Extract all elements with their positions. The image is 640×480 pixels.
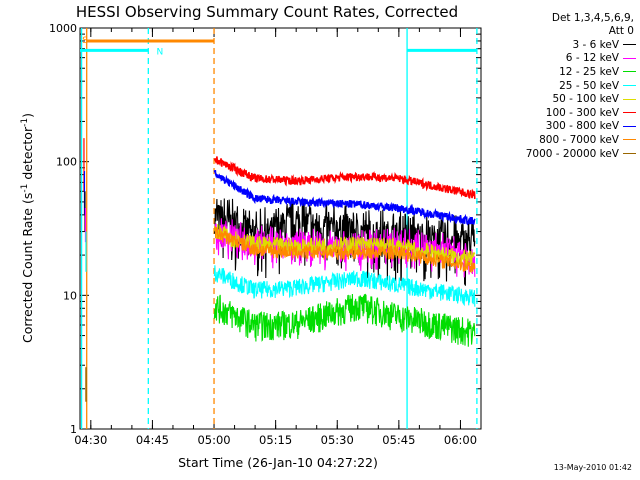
x-tick-label: 04:30: [74, 433, 107, 447]
series-50-100keV: [213, 224, 476, 269]
series-800-7000keV: [213, 226, 476, 274]
y-axis-label: Corrected Count Rate (s-1 detector-1): [20, 113, 35, 343]
series-100-300keV: [213, 156, 476, 199]
legend-item: 12 - 25 keV: [486, 65, 636, 79]
legend-label: 25 - 50 keV: [559, 79, 619, 92]
legend-label: 300 - 800 keV: [545, 120, 619, 133]
series-3-6keV: [213, 198, 476, 286]
legend-label: 100 - 300 keV: [545, 106, 619, 119]
legend-swatch: [623, 153, 636, 155]
x-tick-label: 05:45: [382, 433, 415, 447]
legend-label: 6 - 12 keV: [565, 52, 619, 65]
legend-header-line2: Att 0: [608, 25, 634, 37]
x-tick-label: 04:45: [136, 433, 169, 447]
legend-swatch: [623, 44, 636, 46]
legend-item: 3 - 6 keV: [486, 38, 636, 52]
series-12-25keV: [213, 293, 476, 347]
legend-swatch: [623, 125, 636, 127]
series-300-800keV: [213, 169, 476, 226]
legend-swatch: [623, 85, 636, 87]
legend-swatch: [623, 112, 636, 114]
legend-item: 50 - 100 keV: [486, 92, 636, 106]
legend-swatch: [623, 139, 636, 141]
legend: Det 1,3,4,5,6,9, Att 0 3 - 6 keV 6 - 12 k…: [486, 12, 636, 160]
legend-swatch: [623, 98, 636, 100]
legend-item: 800 - 7000 keV: [486, 133, 636, 147]
legend-label: 50 - 100 keV: [552, 93, 619, 106]
legend-item: 25 - 50 keV: [486, 79, 636, 93]
legend-label: 800 - 7000 keV: [539, 133, 619, 146]
saa-night-markers: SN: [80, 28, 478, 429]
y-tick-label: 100: [56, 156, 77, 169]
plot-frame: [79, 27, 482, 430]
legend-item: 100 - 300 keV: [486, 106, 636, 120]
y-tick-label: 10: [63, 289, 77, 302]
generated-date: 13-May-2010 01:42: [553, 463, 632, 472]
series-layer: [83, 138, 476, 402]
chart-title: HESSI Observing Summary Count Rates, Cor…: [76, 3, 458, 21]
x-tick-label: 05:30: [321, 433, 354, 447]
legend-item: 300 - 800 keV: [486, 120, 636, 134]
night-label: N: [157, 47, 164, 57]
legend-item: 7000 - 20000 keV: [486, 147, 636, 161]
x-tick-label: 06:00: [444, 433, 477, 447]
x-tick-label: 05:15: [259, 433, 292, 447]
legend-item: 6 - 12 keV: [486, 52, 636, 66]
tick-labels: 1 10 100 1000 04:30 04:45 05:00 05:15 05:30 05:45…: [49, 22, 477, 447]
legend-label: 7000 - 20000 keV: [525, 147, 619, 160]
saa-label: S: [82, 36, 88, 46]
legend-swatch: [623, 71, 636, 73]
y-tick-label: 1: [70, 423, 77, 436]
legend-label: 3 - 6 keV: [572, 38, 619, 51]
x-tick-label: 05:00: [197, 433, 230, 447]
legend-header-line1: Det 1,3,4,5,6,9,: [551, 12, 634, 24]
x-axis-label: Start Time (26-Jan-10 04:27:22): [178, 455, 378, 470]
legend-swatch: [623, 57, 636, 59]
series-25-50keV: [213, 265, 476, 307]
y-tick-label: 1000: [49, 22, 77, 35]
legend-label: 12 - 25 keV: [559, 65, 619, 78]
